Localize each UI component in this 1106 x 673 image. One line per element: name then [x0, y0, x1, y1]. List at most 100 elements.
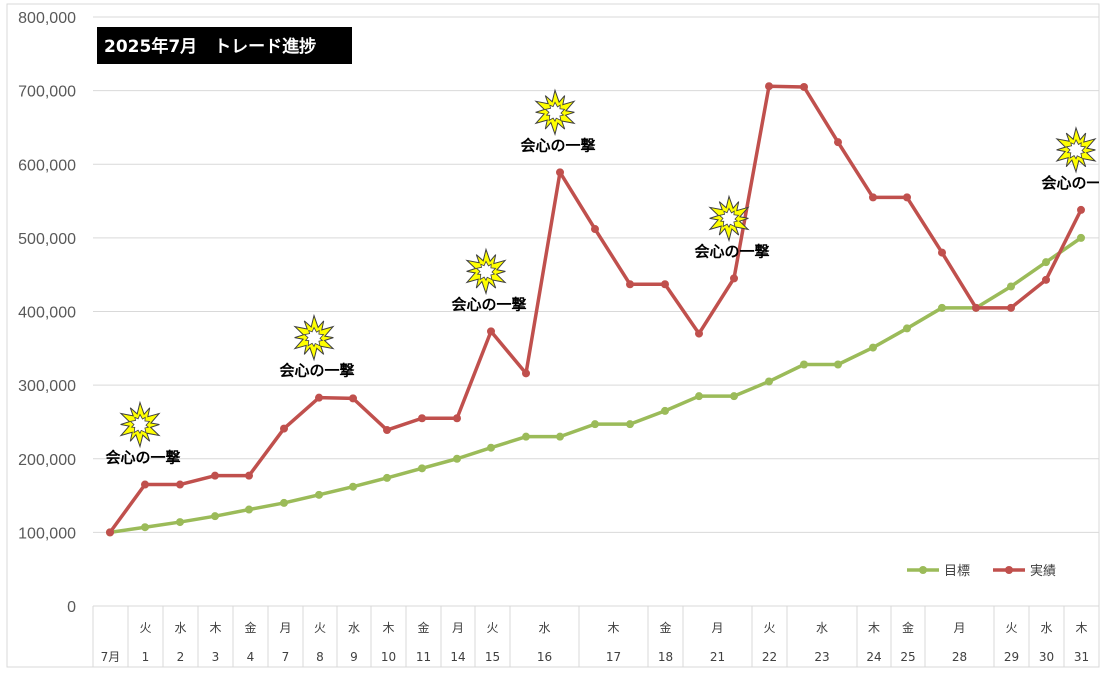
data-point: [522, 432, 530, 441]
x-weekday-label: 水: [348, 621, 360, 635]
data-point: [245, 505, 253, 514]
y-tick-label: 100,000: [18, 525, 76, 542]
data-point: [315, 490, 323, 499]
annotation-label: 会心の一撃: [105, 449, 180, 467]
legend-item: 目標: [907, 564, 970, 579]
x-day-label: 23: [814, 650, 829, 664]
x-day-label: 24: [866, 650, 881, 664]
y-tick-label: 0: [67, 599, 76, 616]
data-point: [626, 420, 634, 429]
annotation-label: 会心の一撃: [451, 295, 526, 313]
data-point: [349, 482, 357, 491]
data-point: [765, 82, 773, 91]
x-weekday-label: 月: [711, 621, 723, 635]
data-point: [1077, 233, 1085, 242]
x-day-label: 7月: [101, 650, 121, 664]
x-weekday-label: 水: [816, 621, 828, 635]
burst-center: [718, 207, 740, 229]
data-point: [591, 420, 599, 429]
data-point: [522, 369, 530, 378]
chart-title-box: 2025年7月 トレード進捗: [97, 27, 352, 64]
critical-hit-annotation: 会心の一撃: [105, 400, 181, 467]
data-point: [141, 480, 149, 489]
x-weekday-label: 水: [174, 621, 186, 635]
y-tick-label: 800,000: [18, 10, 76, 27]
x-day-label: 30: [1039, 650, 1054, 664]
data-point: [626, 280, 634, 289]
data-point: [903, 324, 911, 333]
y-tick-label: 200,000: [18, 452, 76, 469]
annotation-label: 会心の一撃: [520, 136, 595, 154]
data-point: [383, 426, 391, 435]
chart-title: 2025年7月 トレード進捗: [104, 36, 316, 57]
x-weekday-label: 木: [607, 621, 619, 635]
burst-center: [475, 260, 497, 282]
series-layer: [106, 82, 1085, 537]
x-weekday-label: 月: [279, 621, 291, 635]
series-actual: [106, 82, 1085, 537]
data-point: [418, 464, 426, 473]
chart-title-background: [97, 27, 352, 64]
x-weekday-label: 木: [868, 621, 880, 635]
data-point: [1007, 303, 1015, 312]
data-point: [453, 414, 461, 423]
x-day-label: 7: [282, 650, 290, 664]
x-day-label: 25: [900, 650, 915, 664]
x-day-label: 4: [247, 650, 255, 664]
critical-hit-annotation: 会心の一撃: [451, 247, 527, 313]
data-point: [1042, 258, 1050, 267]
data-point: [834, 138, 842, 147]
data-point: [869, 193, 877, 202]
annotation-label: 会心の一撃: [279, 362, 354, 380]
y-tick-label: 600,000: [18, 157, 76, 174]
data-point: [315, 393, 323, 402]
data-point: [695, 392, 703, 401]
x-weekday-label: 木: [209, 621, 221, 635]
x-weekday-label: 水: [1040, 621, 1052, 635]
data-point: [938, 248, 946, 257]
x-day-label: 17: [606, 650, 621, 664]
data-point: [106, 528, 114, 537]
chart-frame: [6, 3, 1100, 668]
x-day-label: 11: [416, 650, 431, 664]
data-point: [695, 329, 703, 338]
x-weekday-label: 金: [659, 620, 671, 635]
critical-hit-annotation: 会心の一撃: [694, 194, 770, 260]
data-point: [176, 480, 184, 489]
data-point: [280, 498, 288, 507]
y-axis: 0 100,000 200,000 300,000 400,000 500,000 600,…: [18, 10, 76, 616]
data-point: [383, 473, 391, 482]
data-point: [487, 327, 495, 336]
x-day-label: 21: [710, 650, 725, 664]
burst-center: [544, 101, 566, 122]
x-day-label: 2: [177, 650, 185, 664]
data-point: [834, 360, 842, 369]
legend-marker: [1005, 566, 1013, 574]
data-point: [487, 443, 495, 452]
x-weekday-label: 火: [763, 621, 775, 635]
legend-label: 目標: [944, 564, 970, 579]
legend-label: 実績: [1030, 563, 1056, 579]
x-day-label: 16: [537, 650, 552, 664]
x-weekday-label: 火: [1005, 621, 1017, 635]
burst-center: [1065, 138, 1087, 160]
data-point: [1007, 282, 1015, 291]
x-day-label: 22: [762, 650, 777, 664]
x-weekday-label: 金: [417, 620, 429, 635]
annotations: 会心の一撃会心の一撃会心の一撃会心の一撃会心の一撃会心の一撃: [105, 88, 1106, 467]
x-day-label: 18: [658, 650, 673, 664]
annotation-label: 会心の一撃: [1041, 174, 1106, 192]
data-point: [349, 394, 357, 403]
burst-center: [129, 413, 151, 435]
x-day-label: 8: [316, 650, 324, 664]
legend: 目標 実績: [907, 563, 1056, 579]
x-weekday-label: 金: [902, 620, 914, 635]
data-point: [730, 392, 738, 401]
legend-item: 実績: [993, 563, 1056, 579]
data-point: [556, 168, 564, 177]
data-point: [280, 424, 288, 433]
y-tick-label: 300,000: [18, 378, 76, 395]
data-point: [800, 82, 808, 91]
data-point: [141, 523, 149, 532]
